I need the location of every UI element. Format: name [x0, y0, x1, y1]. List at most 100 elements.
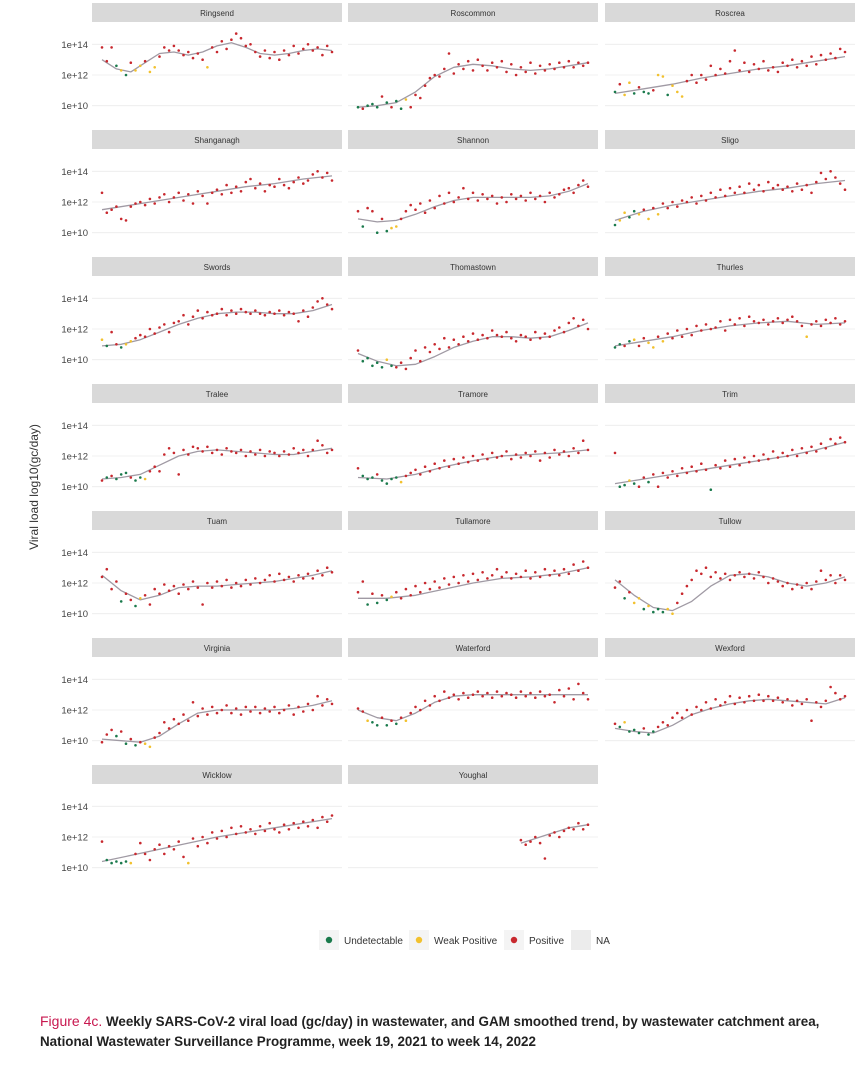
- legend-label: Weak Positive: [434, 936, 498, 947]
- data-point: [239, 713, 243, 716]
- data-point: [148, 858, 152, 862]
- data-point: [733, 191, 737, 195]
- data-point: [163, 193, 166, 196]
- data-point: [810, 587, 813, 591]
- data-point: [206, 581, 209, 585]
- data-point: [553, 831, 556, 834]
- facet-strip: [348, 511, 598, 530]
- data-point: [443, 690, 446, 693]
- data-point: [196, 52, 200, 55]
- data-point: [577, 569, 580, 572]
- trend-line: [357, 694, 588, 722]
- data-point: [519, 194, 523, 198]
- data-point: [490, 574, 494, 577]
- data-point: [230, 586, 233, 589]
- data-point: [306, 825, 310, 828]
- data-point: [709, 488, 713, 492]
- data-point: [390, 105, 393, 109]
- facet-strip-label: Shanganagh: [194, 136, 239, 145]
- data-point: [361, 580, 365, 583]
- data-point: [747, 694, 751, 698]
- data-point: [148, 327, 152, 331]
- data-point: [538, 841, 542, 845]
- data-point: [819, 53, 823, 57]
- data-point: [476, 199, 480, 202]
- data-point: [700, 73, 703, 77]
- data-point: [562, 66, 566, 69]
- data-point: [572, 828, 575, 831]
- data-point: [414, 584, 417, 588]
- data-point: [282, 823, 286, 826]
- data-point: [361, 474, 365, 478]
- data-point: [356, 590, 360, 594]
- data-point: [129, 598, 133, 602]
- data-point: [618, 219, 622, 222]
- data-point: [476, 690, 480, 693]
- data-point: [249, 710, 252, 713]
- data-point: [481, 333, 484, 337]
- data-point: [399, 716, 403, 719]
- data-point: [356, 349, 360, 352]
- data-point: [505, 691, 508, 695]
- data-point: [586, 327, 590, 331]
- data-point: [581, 179, 585, 182]
- data-point: [704, 199, 708, 202]
- data-point: [510, 693, 513, 696]
- data-point: [700, 708, 703, 712]
- data-point: [553, 448, 556, 452]
- data-point: [671, 470, 674, 473]
- data-point: [743, 324, 746, 328]
- data-point: [134, 604, 137, 608]
- data-point: [834, 581, 837, 585]
- data-point: [249, 450, 252, 453]
- data-point: [747, 70, 751, 74]
- data-point: [220, 708, 224, 712]
- y-tick-label: 1e+12: [61, 579, 88, 590]
- caption-text: Weekly SARS-CoV-2 viral load (gc/day) in…: [40, 1014, 820, 1049]
- data-point: [628, 216, 631, 219]
- data-point: [810, 55, 813, 58]
- data-point: [115, 734, 118, 738]
- data-point: [800, 59, 804, 63]
- data-point: [834, 691, 837, 695]
- data-point: [581, 318, 585, 322]
- data-point: [258, 448, 262, 452]
- data-point: [519, 575, 523, 579]
- facet-strip: [348, 257, 598, 276]
- data-point: [762, 575, 765, 579]
- trend-line: [101, 175, 333, 211]
- data-point: [115, 64, 118, 68]
- trend-line: [101, 817, 333, 863]
- data-point: [543, 200, 547, 204]
- data-point: [316, 439, 319, 443]
- data-point: [709, 64, 713, 68]
- data-point: [254, 50, 257, 54]
- data-point: [505, 571, 508, 574]
- data-point: [618, 485, 622, 489]
- data-point: [163, 583, 166, 586]
- data-point: [215, 50, 219, 54]
- data-point: [805, 581, 808, 585]
- facet-panel: Shannon: [348, 130, 598, 234]
- data-point: [395, 366, 398, 369]
- data-point: [824, 177, 828, 181]
- data-point: [661, 721, 665, 724]
- data-point: [623, 597, 626, 600]
- data-point: [438, 347, 441, 351]
- data-point: [656, 725, 660, 729]
- data-point: [167, 49, 171, 52]
- data-point: [529, 338, 532, 342]
- data-point: [361, 359, 365, 363]
- data-point: [519, 838, 523, 842]
- data-point: [723, 329, 727, 332]
- data-point: [481, 64, 484, 68]
- facet-strip: [605, 257, 855, 276]
- data-point: [500, 59, 504, 63]
- data-point: [709, 575, 713, 579]
- data-point: [652, 206, 655, 210]
- facet-panel: Shanganagh 1e+10 1e+12 1e+14: [61, 130, 342, 239]
- data-point: [158, 55, 161, 58]
- data-point: [666, 206, 669, 210]
- data-point: [671, 716, 674, 719]
- data-point: [399, 480, 403, 484]
